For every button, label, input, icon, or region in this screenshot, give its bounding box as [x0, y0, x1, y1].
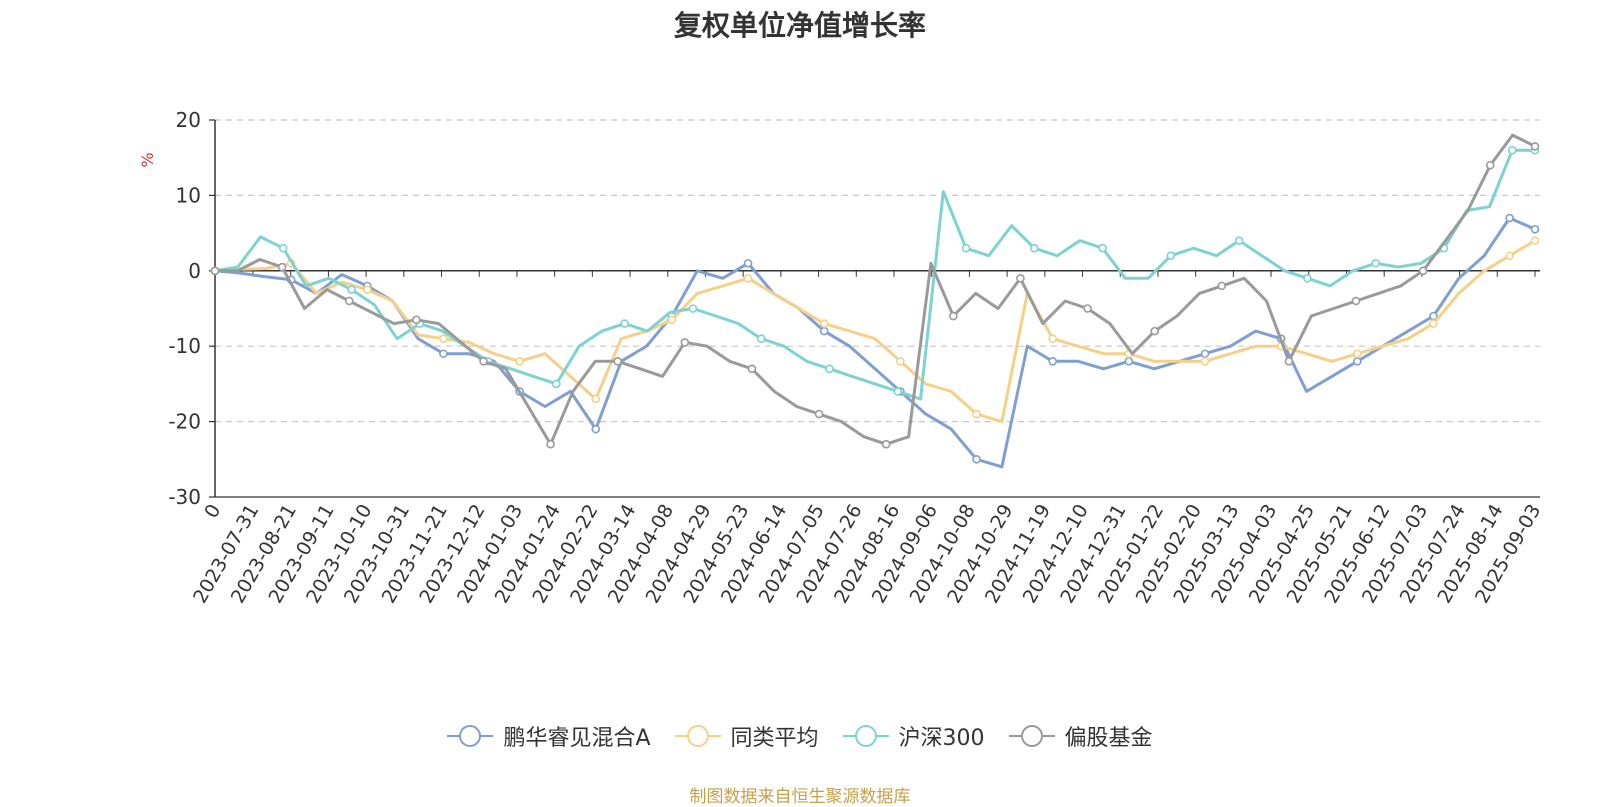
- series-point-1: [972, 409, 981, 419]
- series-point-2: [278, 243, 288, 253]
- series-lines: [210, 133, 1540, 469]
- series-point-0: [819, 326, 829, 336]
- series-point-0: [439, 349, 448, 359]
- series-point-2: [961, 243, 971, 253]
- series-point-3: [1418, 266, 1428, 276]
- y-tick-label: -30: [168, 485, 201, 509]
- grid-lines: [215, 119, 1540, 423]
- series-point-2: [552, 379, 561, 389]
- series-point-1: [591, 394, 601, 404]
- series-point-1: [1353, 349, 1362, 359]
- series-point-2: [893, 387, 903, 396]
- series-point-3: [949, 311, 958, 321]
- series-point-3: [479, 356, 488, 366]
- series-point-3: [1284, 356, 1294, 366]
- series-point-2: [347, 285, 356, 294]
- legend-label: 沪深300: [898, 726, 985, 751]
- series-point-1: [1530, 236, 1540, 245]
- series-point-3: [1016, 274, 1025, 283]
- series-point-2: [1303, 274, 1312, 283]
- series-point-1: [667, 315, 677, 325]
- legend-swatch-icon: [674, 724, 721, 748]
- series-point-3: [680, 338, 690, 347]
- legend-label: 偏股基金: [1064, 726, 1153, 751]
- series-point-0: [743, 258, 753, 268]
- series-point-2: [688, 304, 698, 313]
- series-point-0: [1530, 225, 1540, 234]
- series-point-1: [1048, 334, 1057, 343]
- series-point-1: [363, 285, 372, 294]
- series-point-0: [972, 454, 981, 464]
- series-point-3: [814, 409, 824, 419]
- series-point-2: [1166, 251, 1176, 261]
- series-line-3: [215, 133, 1536, 446]
- series-point-1: [1429, 319, 1438, 328]
- series-point-3: [277, 262, 287, 272]
- series-point-3: [546, 439, 555, 449]
- legend-label: 同类平均: [730, 726, 819, 751]
- legend-item-3[interactable]: 偏股基金: [1008, 720, 1153, 752]
- series-point-1: [515, 356, 524, 366]
- series-point-1: [1200, 356, 1210, 366]
- series-point-3: [210, 266, 220, 276]
- series-point-3: [1083, 304, 1092, 313]
- series-point-3: [344, 296, 354, 306]
- series-point-0: [1353, 356, 1362, 366]
- chart-plot: 20 10 0 -10 -20 -30 02023-07-312023-08-212023…: [138, 108, 1545, 608]
- series-point-0: [1124, 356, 1134, 366]
- series-point-3: [1530, 142, 1540, 151]
- series-point-3: [613, 356, 623, 366]
- series-point-3: [412, 315, 421, 325]
- series-point-1: [896, 356, 905, 366]
- series-point-3: [747, 364, 757, 374]
- series-point-2: [1234, 236, 1244, 245]
- x-tick-label: 0: [200, 501, 225, 522]
- series-point-1: [819, 319, 829, 328]
- series-point-1: [1505, 251, 1514, 261]
- series-point-0: [1048, 356, 1057, 366]
- series-point-2: [1030, 243, 1039, 253]
- source-note: 制图数据来自恒生聚源数据库: [689, 787, 911, 807]
- legend-swatch-icon: [842, 724, 889, 748]
- chart-title: 复权单位净值增长率: [673, 9, 926, 42]
- series-line-1: [214, 239, 1536, 424]
- series-point-1: [439, 334, 448, 343]
- series-point-2: [620, 319, 629, 328]
- y-tick-label: -20: [168, 410, 201, 434]
- legend: 鹏华睿见混合A 同类平均 沪深300 偏股基金: [0, 720, 1600, 752]
- series-point-0: [591, 424, 601, 434]
- series-point-2: [825, 364, 834, 374]
- series-point-0: [1505, 213, 1514, 223]
- series-point-2: [1098, 243, 1107, 253]
- series-line-2: [214, 148, 1535, 401]
- series-point-3: [881, 439, 891, 449]
- series-line-0: [214, 216, 1536, 469]
- x-tick-labels: 02023-07-312023-08-212023-09-112023-10-1…: [189, 501, 1545, 608]
- series-point-3: [1150, 326, 1159, 336]
- legend-item-1[interactable]: 同类平均: [674, 720, 819, 752]
- series-point-2: [1507, 145, 1517, 155]
- axes: [209, 119, 1540, 498]
- series-point-2: [756, 334, 766, 343]
- series-point-3: [1485, 160, 1495, 170]
- legend-item-0[interactable]: 鹏华睿见混合A: [447, 720, 651, 752]
- series-point-3: [1217, 281, 1227, 291]
- y-tick-labels: 20 10 0 -10 -20 -30: [168, 108, 201, 509]
- legend-label: 鹏华睿见混合A: [503, 726, 651, 751]
- y-tick-label: 0: [188, 259, 201, 283]
- series-point-0: [1200, 349, 1210, 359]
- legend-item-2[interactable]: 沪深300: [842, 720, 985, 752]
- y-axis-label: %: [138, 152, 157, 167]
- y-tick-label: 20: [176, 108, 201, 132]
- legend-swatch-icon: [1008, 724, 1055, 748]
- series-point-1: [743, 274, 753, 283]
- legend-swatch-icon: [447, 724, 494, 748]
- series-point-2: [1371, 258, 1380, 268]
- y-tick-label: -10: [168, 334, 201, 358]
- y-tick-label: 10: [176, 183, 201, 207]
- series-point-3: [1351, 296, 1361, 306]
